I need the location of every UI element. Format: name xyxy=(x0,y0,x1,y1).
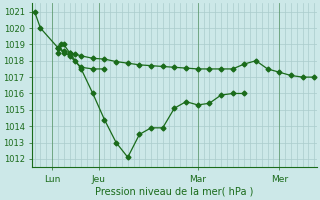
X-axis label: Pression niveau de la mer( hPa ): Pression niveau de la mer( hPa ) xyxy=(95,187,253,197)
